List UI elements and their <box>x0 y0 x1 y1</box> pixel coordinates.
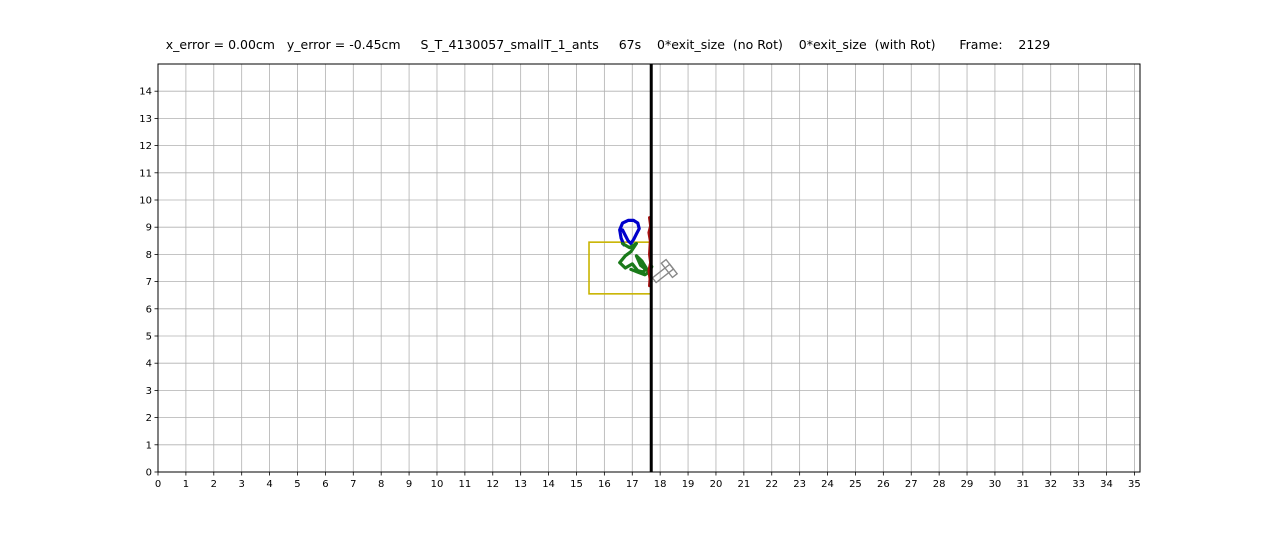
load-shape-bar <box>651 263 675 284</box>
y-tick-label: 3 <box>146 386 152 397</box>
x-tick-label: 17 <box>626 479 639 490</box>
x-tick-label: 20 <box>710 479 723 490</box>
x-tick-label: 28 <box>933 479 946 490</box>
x-tick-label: 10 <box>431 479 444 490</box>
load-shape <box>651 258 679 284</box>
x-tick-label: 35 <box>1128 479 1141 490</box>
axis-ticks: 0 1 2 3 4 5 6 7 8 9 10 11 12 13 14 15 16 17 18 19 20 21 22 23 24… <box>139 87 1141 490</box>
y-tick-label: 10 <box>139 196 152 207</box>
x-tick-label: 4 <box>266 479 272 490</box>
y-tick-label: 5 <box>146 332 152 343</box>
x-tick-label: 19 <box>682 479 695 490</box>
x-tick-label: 1 <box>183 479 189 490</box>
y-tick-label: 1 <box>146 440 152 451</box>
x-tick-label: 34 <box>1100 479 1113 490</box>
plot-title: x_error = 0.00cm y_error = -0.45cm S_T_4… <box>165 37 1051 52</box>
y-tick-label: 8 <box>146 250 152 261</box>
x-tick-label: 27 <box>905 479 918 490</box>
x-tick-label: 23 <box>793 479 806 490</box>
y-tick-label: 2 <box>146 413 152 424</box>
y-tick-label: 4 <box>146 359 152 370</box>
x-tick-label: 0 <box>155 479 161 490</box>
x-tick-label: 11 <box>459 479 472 490</box>
load-shape-outline <box>651 258 679 284</box>
y-tick-label: 0 <box>146 468 152 479</box>
x-tick-label: 12 <box>486 479 499 490</box>
x-tick-label: 9 <box>406 479 412 490</box>
x-tick-label: 8 <box>378 479 384 490</box>
x-tick-label: 3 <box>239 479 245 490</box>
x-tick-label: 7 <box>350 479 356 490</box>
x-tick-label: 33 <box>1072 479 1085 490</box>
x-tick-label: 29 <box>961 479 974 490</box>
trajectory-series-2 <box>618 241 654 277</box>
x-tick-label: 5 <box>294 479 300 490</box>
x-tick-label: 24 <box>821 479 834 490</box>
x-tick-label: 32 <box>1044 479 1057 490</box>
load-shape-cap <box>660 258 679 279</box>
trajectories <box>618 216 654 288</box>
y-tick-label: 13 <box>139 114 152 125</box>
axes-frame <box>157 63 1141 473</box>
plot-frame <box>157 63 1141 473</box>
x-tick-label: 6 <box>322 479 328 490</box>
x-tick-label: 14 <box>542 479 555 490</box>
y-tick-label: 11 <box>139 168 152 179</box>
x-tick-label: 21 <box>737 479 750 490</box>
x-tick-label: 18 <box>654 479 667 490</box>
y-tick-label: 12 <box>139 141 152 152</box>
x-tick-label: 30 <box>989 479 1002 490</box>
x-tick-label: 31 <box>1016 479 1029 490</box>
x-tick-label: 22 <box>765 479 778 490</box>
x-tick-label: 15 <box>570 479 583 490</box>
x-tick-label: 13 <box>514 479 527 490</box>
x-tick-label: 26 <box>877 479 890 490</box>
x-tick-label: 2 <box>211 479 217 490</box>
y-tick-label: 6 <box>146 304 152 315</box>
x-tick-label: 16 <box>598 479 611 490</box>
x-tick-label: 25 <box>849 479 862 490</box>
y-tick-label: 9 <box>146 223 152 234</box>
trajectory-series-1 <box>618 218 641 247</box>
y-tick-label: 7 <box>146 277 152 288</box>
y-tick-label: 14 <box>139 87 152 98</box>
